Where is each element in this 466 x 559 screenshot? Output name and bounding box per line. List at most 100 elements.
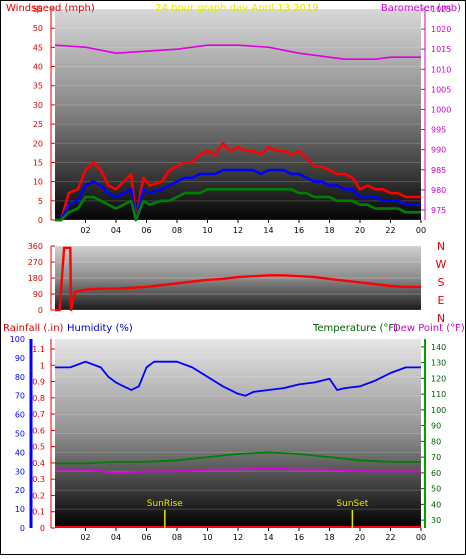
x-tick-label: 00: [416, 533, 426, 542]
x-tick-label: 18: [324, 533, 334, 542]
barometer-tick: 985: [431, 166, 446, 175]
barometer-tick: 975: [431, 206, 446, 215]
x-tick-label: 20: [355, 533, 365, 542]
x-tick-label: 12: [233, 533, 243, 542]
x-tick-label: 10: [202, 226, 212, 235]
barometer-tick: 1010: [431, 65, 451, 74]
x-tick-label: 14: [263, 226, 273, 235]
sunrise-label: SunRise: [147, 499, 184, 509]
x-tick-label: 02: [80, 533, 90, 542]
x-tick-label: 16: [294, 226, 304, 235]
wind-baro-plot-area: [55, 9, 421, 220]
humidity-tick: 100: [10, 335, 25, 344]
rainfall-tick: 0.8: [32, 394, 45, 403]
temperature-tick: 130: [431, 359, 446, 368]
rainfall-tick: 0.1: [32, 508, 45, 517]
series-humidity: [55, 360, 421, 397]
barometer-tick: 995: [431, 126, 446, 135]
humidity-tick: 50: [15, 430, 25, 439]
windspeed-tick: 15: [33, 158, 43, 167]
barometer-axis-label: Barometer (mb): [381, 3, 461, 14]
compass-label-4: N: [437, 312, 445, 325]
barometer-tick: 990: [431, 146, 446, 155]
x-tick-label: 22: [385, 533, 395, 542]
windspeed-tick: 0: [38, 216, 43, 225]
rainfall-tick: 0.7: [32, 410, 45, 419]
humidity-tick: 40: [15, 448, 25, 457]
compass-label-1: W: [436, 258, 447, 271]
series-wind-average: [55, 168, 421, 222]
temperature-tick: 100: [431, 406, 446, 415]
x-tick-label: 22: [385, 226, 395, 235]
x-tick-label: 06: [141, 226, 151, 235]
barometer-tick: 980: [431, 186, 446, 195]
barometer-tick: 1005: [431, 85, 451, 94]
rainfall-tick: 0: [40, 524, 45, 533]
windspeed-tick: 30: [33, 101, 43, 110]
temperature-tick: 40: [431, 500, 441, 509]
rainfall-tick: 0.5: [32, 443, 45, 452]
sunset-label: SunSet: [336, 499, 368, 509]
x-tick-label: 20: [355, 226, 365, 235]
x-tick-label: 18: [324, 226, 334, 235]
humidity-tick: 90: [15, 354, 25, 363]
rainfall-tick: 0.6: [32, 426, 45, 435]
rainfall-tick: 1.1: [32, 345, 45, 354]
windspeed-tick: 50: [33, 24, 43, 33]
x-tick-label: 04: [111, 533, 121, 542]
series-wind-gust: [55, 142, 421, 222]
temperature-tick: 80: [431, 437, 441, 446]
x-tick-label: 14: [263, 533, 273, 542]
humidity-tick: 60: [15, 411, 25, 420]
x-tick-label: 00: [416, 226, 426, 235]
temperature-tick: 30: [431, 516, 441, 525]
x-tick-label: 08: [172, 533, 182, 542]
series-dew-point: [55, 467, 421, 474]
temperature-tick: 140: [431, 343, 446, 352]
windspeed-tick: 5: [38, 197, 43, 206]
direction-tick: 90: [33, 290, 43, 299]
rainfall-tick: 0.3: [32, 475, 45, 484]
temperature-tick: 50: [431, 485, 441, 494]
compass-label-0: N: [437, 240, 445, 253]
windspeed-tick: 20: [33, 139, 43, 148]
humidity-tick: 0: [20, 524, 25, 533]
barometer-tick: 1020: [431, 25, 451, 34]
rainfall-tick: 0.9: [32, 378, 45, 387]
barometer-tick: 1015: [431, 45, 451, 54]
direction-tick: 0: [38, 306, 43, 315]
temperature-tick: 70: [431, 453, 441, 462]
x-tick-label: 10: [202, 533, 212, 542]
windspeed-tick: 45: [33, 43, 43, 52]
windspeed-tick: 35: [33, 82, 43, 91]
series-barometer: [54, 44, 421, 61]
temperature-tick: 60: [431, 469, 441, 478]
temperature-tick: 90: [431, 422, 441, 431]
humidity-tick: 80: [15, 373, 25, 382]
series-temperature: [55, 451, 421, 465]
barometer-tick: 1000: [431, 105, 451, 114]
x-tick-label: 02: [80, 226, 90, 235]
temperature-tick: 120: [431, 374, 446, 383]
chart-title: 24 hour graph day April 13 2019: [155, 3, 318, 14]
windspeed-tick: 25: [33, 120, 43, 129]
temperature-axis-label: Temperature (°F): [312, 323, 398, 334]
windspeed-tick: 40: [33, 63, 43, 72]
direction-tick: 270: [28, 258, 43, 267]
windspeed-axis-label: Windspeed (mph): [6, 3, 95, 14]
windspeed-tick: 10: [33, 178, 43, 187]
humidity-temp-plot-area: [55, 339, 421, 528]
humidity-tick: 70: [15, 392, 25, 401]
dewpoint-axis-label: Dew Point (°F): [393, 323, 465, 334]
direction-tick: 360: [28, 242, 43, 251]
humidity-axis-label: Humidity (%): [67, 323, 133, 334]
x-tick-label: 06: [141, 533, 151, 542]
x-tick-label: 04: [111, 226, 121, 235]
direction-tick: 180: [28, 274, 43, 283]
windspeed-tick: 55: [33, 5, 43, 14]
humidity-tick: 20: [15, 486, 25, 495]
series-wind-direction: [55, 246, 421, 312]
barometer-tick: 1025: [431, 5, 451, 14]
